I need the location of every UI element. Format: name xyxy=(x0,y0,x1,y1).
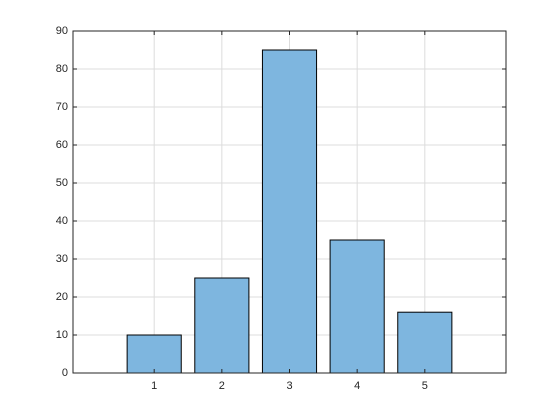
x-tick-label: 3 xyxy=(286,380,292,392)
bar xyxy=(329,239,385,374)
y-tick-label: 40 xyxy=(56,215,68,227)
x-tick-label: 4 xyxy=(354,380,360,392)
y-tick-label: 30 xyxy=(56,253,68,265)
bar xyxy=(261,49,318,374)
x-tick-label: 5 xyxy=(422,380,428,392)
bar xyxy=(194,277,250,374)
x-tick-label: 2 xyxy=(219,380,225,392)
bar xyxy=(397,311,453,374)
y-tick-label: 70 xyxy=(56,101,68,113)
y-tick-label: 0 xyxy=(62,367,68,379)
x-tick-label: 1 xyxy=(151,380,157,392)
y-tick-label: 60 xyxy=(56,139,68,151)
y-tick-label: 50 xyxy=(56,177,68,189)
y-tick-label: 10 xyxy=(56,329,68,341)
y-tick-label: 20 xyxy=(56,291,68,303)
bar xyxy=(126,334,182,374)
y-tick-label: 80 xyxy=(56,63,68,75)
y-tick-label: 90 xyxy=(56,25,68,37)
